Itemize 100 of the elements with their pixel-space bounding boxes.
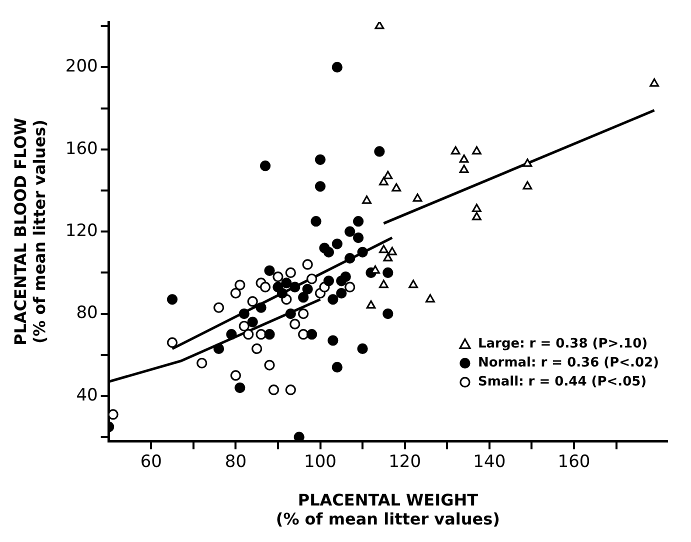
- x-tick-label: 100: [304, 452, 336, 472]
- point: [314, 154, 326, 165]
- point: [230, 288, 241, 299]
- point: [332, 62, 342, 73]
- point: [383, 253, 393, 262]
- point: [408, 280, 418, 288]
- x-tick-label: 160: [558, 452, 590, 472]
- point: [260, 282, 271, 292]
- point: [323, 276, 334, 286]
- point: [272, 272, 284, 282]
- point: [382, 267, 394, 278]
- point: [353, 216, 364, 227]
- point: [314, 181, 326, 192]
- point: [344, 282, 356, 292]
- point: [290, 318, 300, 330]
- point: [230, 370, 241, 381]
- point: [353, 232, 364, 244]
- point: [379, 176, 388, 186]
- point: [252, 343, 262, 354]
- point: [256, 329, 266, 340]
- y-tick-label: 200: [65, 56, 98, 77]
- point: [412, 193, 422, 202]
- point: [366, 300, 376, 309]
- point: [362, 195, 372, 204]
- point: [650, 78, 660, 87]
- point: [108, 409, 118, 420]
- point: [336, 276, 347, 286]
- point: [383, 170, 393, 180]
- point: [264, 360, 275, 370]
- point: [234, 280, 246, 290]
- point: [522, 181, 532, 190]
- point: [238, 320, 250, 332]
- legend-label: Small: r = 0.44 (P<.05): [478, 374, 647, 390]
- point: [306, 329, 318, 340]
- point: [332, 238, 342, 250]
- point: [234, 382, 246, 394]
- point: [344, 253, 356, 264]
- point: [310, 216, 322, 227]
- legend-label: Normal: r = 0.36 (P<.02): [478, 356, 660, 371]
- point: [290, 282, 300, 292]
- point: [166, 337, 178, 348]
- y-tick-label: 80: [76, 303, 98, 324]
- point: [298, 308, 309, 320]
- point: [285, 384, 296, 396]
- point: [426, 294, 435, 302]
- x-tick-label: 60: [140, 452, 162, 472]
- point: [323, 246, 334, 258]
- point: [357, 343, 368, 354]
- point: [306, 274, 318, 284]
- point: [264, 329, 275, 340]
- point: [332, 362, 342, 373]
- point: [298, 292, 309, 303]
- point: [374, 22, 384, 30]
- x-tick-label: 80: [224, 452, 247, 472]
- y-tick-label: 120: [65, 221, 98, 242]
- point: [268, 384, 280, 396]
- point: [357, 246, 368, 258]
- y-tick-label: 160: [65, 138, 98, 159]
- x-tick-label: 140: [473, 452, 506, 472]
- point: [247, 316, 258, 328]
- point: [472, 146, 482, 155]
- point: [374, 146, 385, 157]
- point: [472, 212, 482, 220]
- point: [459, 164, 469, 174]
- x-tick-label: 120: [388, 452, 422, 472]
- point: [336, 288, 347, 299]
- point: [166, 294, 178, 305]
- point: [387, 246, 397, 256]
- point: [344, 226, 356, 237]
- point: [302, 284, 313, 294]
- point: [328, 335, 338, 346]
- point: [298, 329, 309, 340]
- point: [226, 329, 237, 340]
- point: [459, 154, 469, 163]
- point: [213, 302, 224, 313]
- point: [294, 432, 304, 442]
- point: [382, 308, 394, 320]
- point: [238, 308, 250, 320]
- point: [196, 358, 208, 368]
- y-axis-title: PLACENTAL BLOOD FLOW (% of mean litter values): [10, 117, 49, 346]
- point: [247, 296, 258, 307]
- point: [276, 288, 288, 299]
- point: [213, 343, 224, 354]
- point: [392, 183, 402, 192]
- point: [328, 294, 338, 305]
- point: [379, 280, 388, 288]
- point: [256, 302, 266, 313]
- point: [281, 278, 292, 288]
- point: [264, 265, 275, 276]
- point: [260, 160, 271, 172]
- point: [379, 244, 388, 254]
- point: [450, 146, 460, 155]
- point: [243, 329, 254, 340]
- point: [522, 158, 532, 167]
- y-tick-label: 40: [76, 385, 98, 406]
- point: [472, 204, 482, 212]
- point: [285, 267, 296, 278]
- legend-label: Large: r = 0.38 (P>.10): [478, 336, 648, 352]
- x-axis-title: PLACENTAL WEIGHT (% of mean litter values): [276, 490, 500, 529]
- point: [302, 259, 313, 270]
